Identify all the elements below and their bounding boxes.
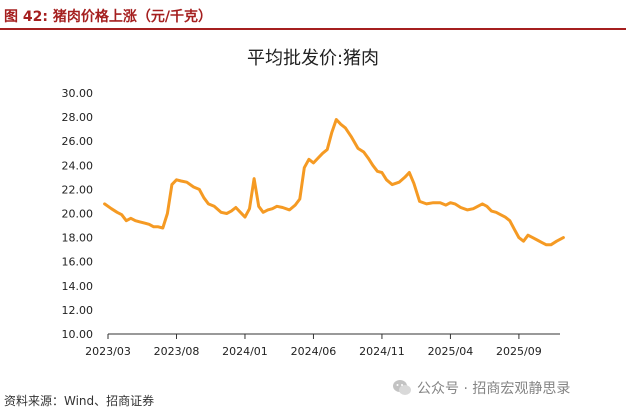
y-tick-label: 26.00	[62, 135, 94, 148]
y-axis: 30.00 28.00 26.00 24.00 22.00 20.00 18.00 16.00…	[62, 87, 94, 341]
x-tick-label: 2023/08	[154, 345, 200, 358]
figure-label: 图 42: 猪肉价格上涨（元/千克）	[4, 9, 212, 25]
wechat-icon	[393, 380, 411, 395]
y-tick-label: 10.00	[62, 328, 94, 341]
x-tick-label: 2024/06	[291, 345, 337, 358]
y-tick-label: 30.00	[62, 87, 94, 100]
series-line	[103, 118, 565, 247]
y-tick-label: 14.00	[62, 280, 94, 293]
x-tick-label: 2025/09	[496, 345, 542, 358]
y-tick-label: 24.00	[62, 159, 94, 172]
y-tick-label: 28.00	[62, 111, 94, 124]
chart-title: 平均批发价:猪肉	[247, 48, 379, 69]
x-tick-label: 2024/11	[359, 345, 405, 358]
y-tick-label: 16.00	[62, 256, 94, 269]
y-tick-label: 18.00	[62, 232, 94, 245]
watermark-text: 公众号 · 招商宏观静思录	[417, 381, 571, 397]
watermark: 公众号 · 招商宏观静思录	[392, 378, 570, 398]
x-tick-label: 2025/04	[428, 345, 474, 358]
y-tick-label: 12.00	[62, 304, 94, 317]
x-tick-label: 2024/01	[222, 345, 268, 358]
x-tick-label: 2023/03	[85, 345, 131, 358]
y-tick-label: 20.00	[62, 208, 94, 221]
x-axis: 2023/03 2023/08 2024/01 2024/06 2024/11 2025/…	[85, 333, 560, 358]
line-chart: 平均批发价:猪肉 30.00 28.00 26.00 24.00 22.00 20.00 1…	[62, 48, 565, 358]
y-tick-label: 22.00	[62, 183, 94, 196]
series-layer	[103, 118, 565, 247]
figure-header: 图 42: 猪肉价格上涨（元/千克）	[0, 0, 626, 30]
source-note: 资料来源：Wind、招商证券	[4, 394, 155, 408]
